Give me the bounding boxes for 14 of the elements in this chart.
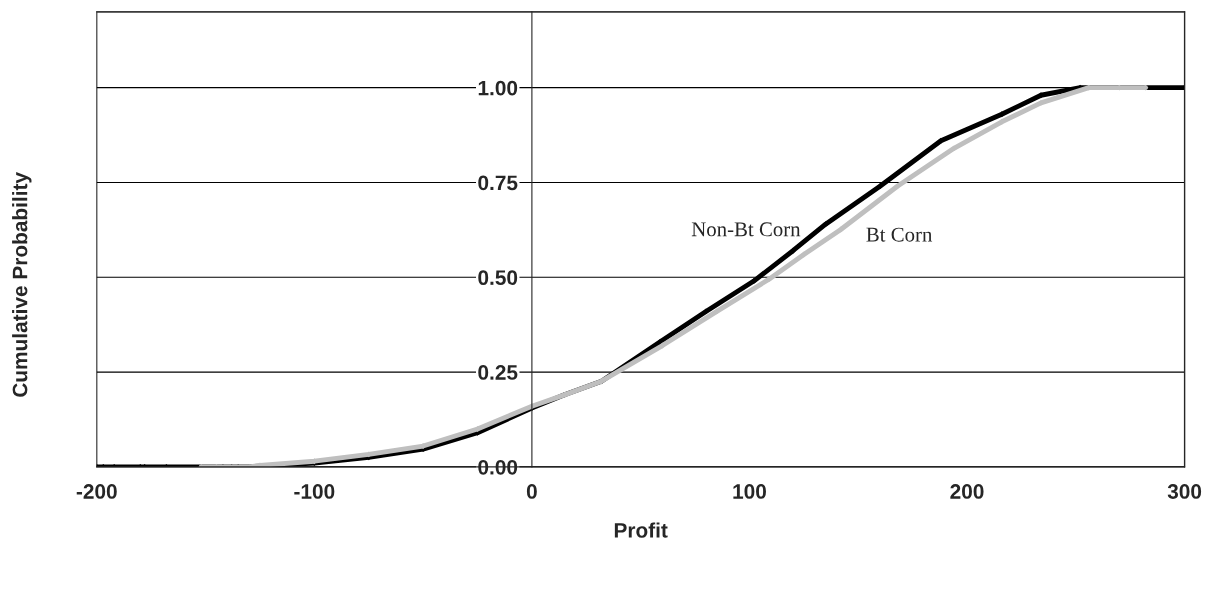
- y-axis-title: Cumulative Probability: [12, 172, 32, 397]
- series-label: Non-Bt Corn: [691, 222, 801, 237]
- x-tick-label: -100: [294, 484, 335, 499]
- x-tick-label: 300: [1167, 484, 1202, 499]
- y-tick-label: 0.25: [478, 365, 518, 380]
- x-tick-label: 200: [950, 484, 984, 499]
- series-label: Bt Corn: [866, 227, 933, 242]
- y-tick-label: 0.75: [478, 175, 518, 191]
- x-tick-label: 0: [526, 484, 537, 499]
- y-tick-label: 1.00: [478, 80, 518, 96]
- x-tick-label: 100: [733, 484, 766, 499]
- x-tick-label: -200: [76, 484, 117, 499]
- y-tick-label: 0.50: [478, 270, 518, 286]
- x-axis-title: Profit: [614, 522, 668, 538]
